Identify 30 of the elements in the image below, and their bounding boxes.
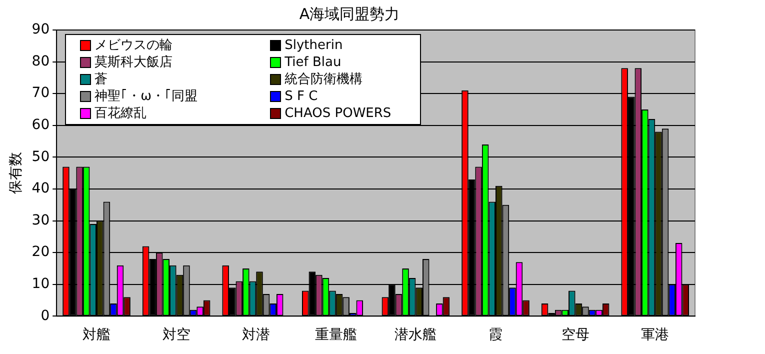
y-tick-label: 20 — [32, 244, 50, 260]
x-tick-label: 潜水艦 — [394, 327, 437, 344]
legend-label: 莫斯科大飯店 — [94, 54, 173, 71]
y-tick-label: 40 — [32, 180, 50, 197]
y-tick-label: 90 — [32, 22, 50, 38]
legend-label: 百花繚乱 — [94, 105, 147, 122]
legend-label: S F C — [284, 88, 318, 105]
legend-label: 蒼 — [94, 71, 108, 88]
x-tick-label: 軍港 — [641, 327, 670, 344]
legend-label: Tief Blau — [284, 54, 342, 71]
x-tick-label: 空母 — [561, 327, 590, 344]
legend-label: 神聖｢・ω・｢同盟 — [94, 88, 198, 105]
y-tick-label: 70 — [32, 85, 50, 102]
x-tick-label: 対潜 — [242, 327, 270, 344]
y-tick-label: 50 — [32, 148, 50, 165]
legend-label: Slytherin — [284, 37, 343, 54]
y-tick-label: 30 — [32, 212, 50, 228]
y-tick-label: 80 — [32, 53, 50, 70]
x-tick-label: 対艦 — [82, 327, 111, 344]
y-tick-label: 10 — [32, 276, 50, 292]
y-tick-label: 0 — [40, 308, 50, 324]
y-axis-title: 保有数 — [8, 152, 24, 194]
legend-label: 統合防衛機構 — [284, 71, 363, 88]
legend-label: CHAOS POWERS — [284, 105, 392, 122]
y-tick-label: 60 — [32, 117, 50, 134]
chart-title: A海域同盟勢力 — [299, 4, 400, 23]
x-tick-label: 霞 — [488, 327, 503, 344]
x-tick-label: 対空 — [162, 327, 190, 344]
legend-label: メビウスの輪 — [94, 37, 173, 54]
x-tick-label: 重量艦 — [314, 327, 357, 344]
